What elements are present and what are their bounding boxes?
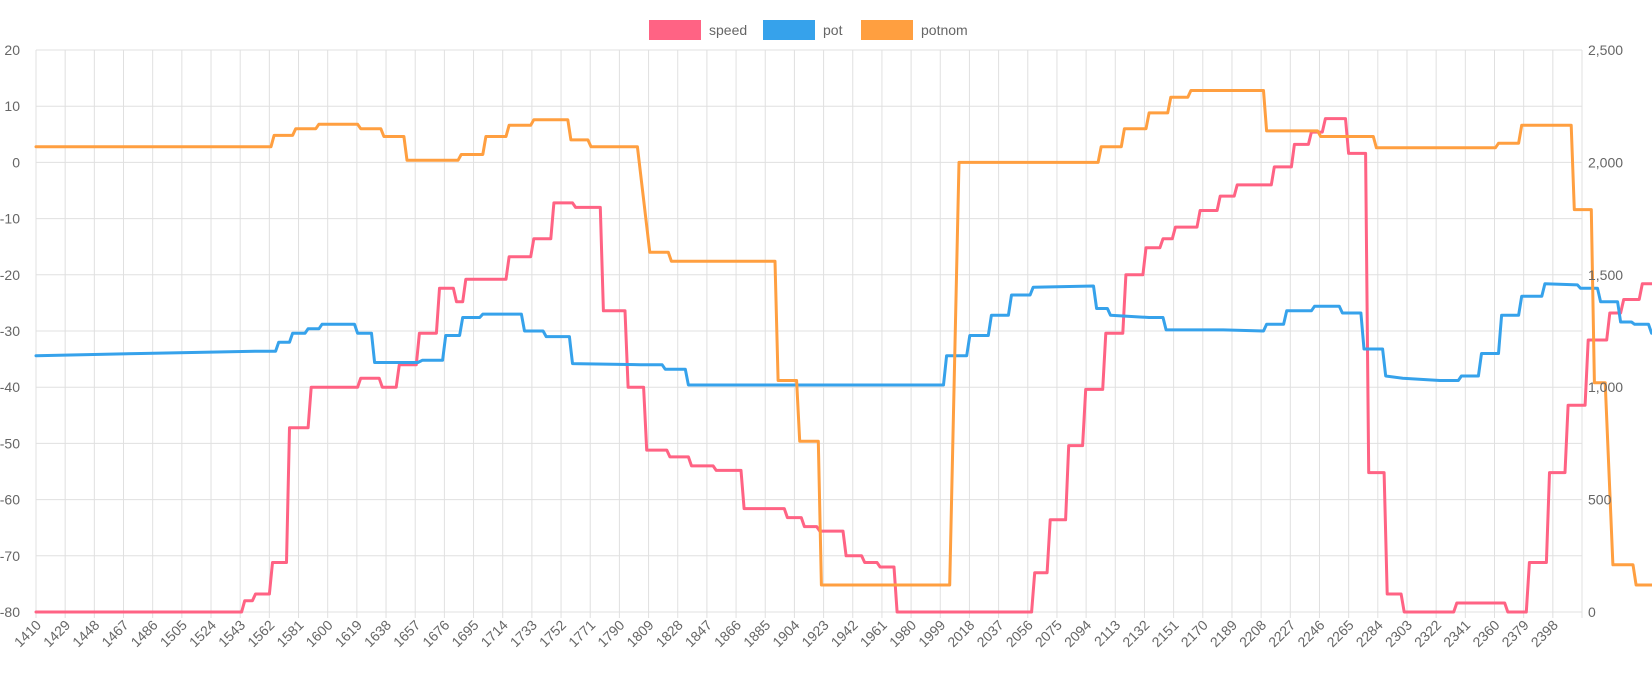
- y-left-tick-label: 10: [4, 98, 20, 114]
- y-right-tick-label: 2,500: [1588, 42, 1623, 58]
- x-tick-label: 2018: [944, 617, 977, 650]
- x-tick-label: 2151: [1148, 617, 1181, 650]
- x-tick-label: 1486: [127, 617, 160, 650]
- x-axis: 1410142914481467148615051524154315621581…: [11, 617, 1561, 650]
- x-tick-label: 2265: [1323, 617, 1356, 650]
- x-tick-label: 1657: [390, 617, 423, 650]
- y-right-tick-label: 2,000: [1588, 154, 1623, 170]
- legend-swatch-pot: [763, 20, 815, 40]
- x-tick-label: 1448: [69, 617, 102, 650]
- series-lines: [34, 89, 1652, 614]
- x-tick-label: 1752: [536, 617, 569, 650]
- x-tick-label: 2379: [1498, 617, 1531, 650]
- legend-swatch-speed: [649, 20, 701, 40]
- x-tick-label: 2246: [1294, 617, 1327, 650]
- x-tick-label: 1524: [186, 617, 219, 650]
- left-axis: 20 10 0 -10 -20 -30 -40 -50 -60 -70 -80: [0, 42, 20, 620]
- x-tick-label: 2113: [1091, 617, 1124, 650]
- legend-label-speed: speed: [709, 22, 747, 38]
- x-tick-label: 1676: [419, 617, 452, 650]
- y-left-tick-label: 0: [12, 154, 20, 170]
- series-line-speed: [34, 117, 1652, 614]
- y-right-tick-label: 1,500: [1588, 267, 1623, 283]
- x-tick-label: 2037: [973, 617, 1006, 650]
- x-tick-label: 2303: [1382, 617, 1415, 650]
- x-tick-label: 2398: [1528, 617, 1561, 650]
- y-left-tick-label: 20: [4, 42, 20, 58]
- x-tick-label: 1904: [769, 617, 802, 650]
- x-tick-label: 2189: [1207, 617, 1240, 650]
- x-tick-label: 1942: [828, 617, 861, 650]
- x-tick-label: 1429: [40, 617, 73, 650]
- y-left-tick-label: -20: [0, 267, 20, 283]
- legend-label-pot: pot: [823, 22, 843, 38]
- series-line-pot: [34, 282, 1652, 387]
- x-tick-label: 1505: [157, 617, 190, 650]
- x-tick-label: 2341: [1440, 617, 1473, 650]
- x-tick-label: 1600: [302, 617, 335, 650]
- x-tick-label: 2094: [1061, 617, 1094, 650]
- y-right-tick-label: 0: [1588, 604, 1596, 620]
- y-left-tick-label: -70: [0, 548, 20, 564]
- x-tick-label: 1581: [273, 617, 306, 650]
- legend: speed pot potnom: [649, 20, 968, 40]
- y-right-tick-label: 1,000: [1588, 379, 1623, 395]
- x-tick-label: 1410: [11, 617, 44, 650]
- x-tick-label: 1885: [740, 617, 773, 650]
- x-tick-label: 1980: [886, 617, 919, 650]
- x-tick-label: 2170: [1178, 617, 1211, 650]
- x-tick-label: 1999: [915, 617, 948, 650]
- legend-label-potnom: potnom: [921, 22, 968, 38]
- y-left-tick-label: -80: [0, 604, 20, 620]
- x-tick-label: 1714: [477, 617, 510, 650]
- y-left-tick-label: -30: [0, 323, 20, 339]
- x-tick-label: 1923: [798, 617, 831, 650]
- right-axis: 2,500 2,000 1,500 1,000 500 0: [1588, 42, 1623, 620]
- x-tick-label: 1467: [98, 617, 131, 650]
- series-line-potnom: [34, 89, 1652, 587]
- x-tick-label: 1695: [448, 617, 481, 650]
- x-tick-label: 1828: [653, 617, 686, 650]
- x-tick-label: 1733: [507, 617, 540, 650]
- x-tick-label: 1847: [682, 617, 715, 650]
- x-tick-label: 1771: [565, 617, 598, 650]
- x-tick-label: 1866: [711, 617, 744, 650]
- y-left-tick-label: -60: [0, 492, 20, 508]
- x-tick-label: 2360: [1469, 617, 1502, 650]
- x-tick-label: 1809: [623, 617, 656, 650]
- x-tick-label: 2284: [1353, 617, 1386, 650]
- y-left-tick-label: -40: [0, 379, 20, 395]
- legend-swatch-potnom: [861, 20, 913, 40]
- x-tick-label: 2208: [1236, 617, 1269, 650]
- x-tick-label: 2227: [1265, 617, 1298, 650]
- x-tick-label: 1790: [594, 617, 627, 650]
- x-tick-label: 1638: [361, 617, 394, 650]
- x-tick-label: 1961: [857, 617, 890, 650]
- x-tick-label: 1543: [215, 617, 248, 650]
- y-left-tick-label: -10: [0, 211, 20, 227]
- x-tick-label: 1562: [244, 617, 277, 650]
- y-right-tick-label: 500: [1588, 492, 1612, 508]
- x-tick-label: 2132: [1119, 617, 1152, 650]
- y-left-tick-label: -50: [0, 435, 20, 451]
- x-tick-label: 2075: [1032, 617, 1065, 650]
- x-tick-label: 2056: [1003, 617, 1036, 650]
- x-tick-label: 2322: [1411, 617, 1444, 650]
- x-tick-label: 1619: [332, 617, 365, 650]
- grid: [35, 49, 1583, 618]
